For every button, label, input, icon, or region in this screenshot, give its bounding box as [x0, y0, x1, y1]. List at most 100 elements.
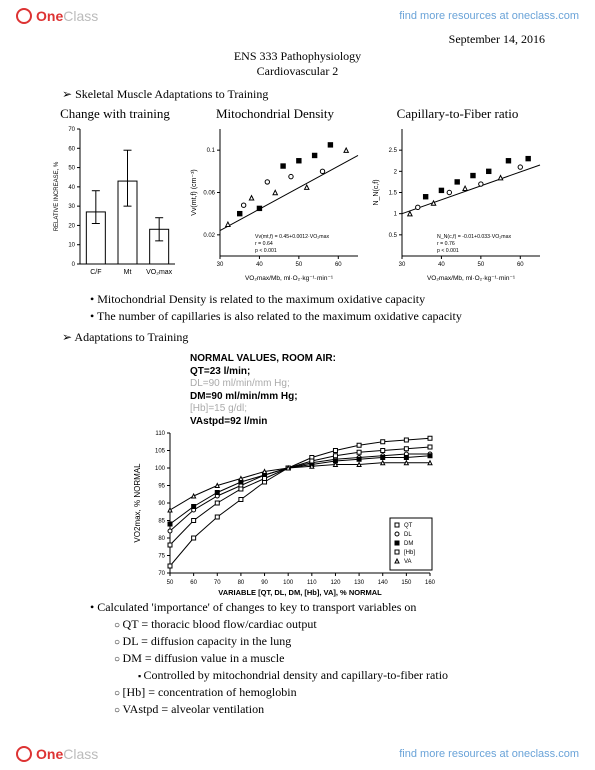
bullet: QT = thoracic blood flow/cardiac output — [114, 617, 545, 632]
line-chart: 5060708090100110120130140150160707580859… — [130, 428, 490, 598]
svg-text:50: 50 — [68, 166, 75, 172]
svg-text:70: 70 — [214, 580, 221, 586]
logo-text: OneClass — [36, 8, 98, 24]
scatter-b-box: Mitochondrial Density 30 40 50 60 0.02 0.06 0.… — [188, 106, 363, 284]
svg-text:p < 0.001: p < 0.001 — [437, 248, 459, 254]
bar-chart: 0 10 20 30 40 50 60 70 RELATIVE INCREASE, % C/F Mt… — [50, 124, 180, 284]
svg-text:40: 40 — [256, 262, 263, 268]
bullet: VAstpd = alveolar ventilation — [114, 702, 545, 717]
svg-text:120: 120 — [330, 580, 341, 586]
svg-text:60: 60 — [517, 262, 524, 268]
svg-text:VO2max, % NORMAL: VO2max, % NORMAL — [133, 463, 142, 543]
svg-text:VA: VA — [404, 559, 412, 565]
bullet: DM = diffusion value in a muscle — [114, 651, 545, 666]
bullet: [Hb] = concentration of hemoglobin — [114, 685, 545, 700]
footer-bar: OneClass find more resources at oneclass… — [0, 738, 595, 770]
svg-text:80: 80 — [238, 580, 245, 586]
svg-text:0.06: 0.06 — [203, 191, 215, 197]
svg-text:DL: DL — [404, 532, 412, 538]
bullet: Controlled by mitochondrial density and … — [138, 668, 545, 683]
svg-text:DM: DM — [404, 541, 413, 547]
svg-text:30: 30 — [399, 262, 406, 268]
svg-text:VO₂max: VO₂max — [146, 269, 173, 276]
header-link[interactable]: find more resources at oneclass.com — [399, 10, 579, 22]
svg-text:0: 0 — [72, 262, 76, 268]
svg-text:90: 90 — [158, 501, 165, 507]
svg-text:p < 0.001: p < 0.001 — [255, 248, 277, 254]
scatter-c-box: Capillary-to-Fiber ratio 30 40 50 60 0.5 1 1.5… — [370, 106, 545, 284]
svg-text:VARIABLE [QT, DL, DM, [Hb], VA: VARIABLE [QT, DL, DM, [Hb], VA], % NORMA… — [218, 588, 382, 597]
svg-text:Vv(mt,f) (cm⁻³): Vv(mt,f) (cm⁻³) — [191, 169, 198, 215]
svg-text:70: 70 — [158, 571, 165, 577]
svg-text:20: 20 — [68, 223, 75, 229]
chart-row: Change with training 0 10 20 30 40 50 60 70 RELA… — [50, 106, 545, 284]
svg-text:80: 80 — [158, 536, 165, 542]
svg-text:60: 60 — [68, 146, 75, 152]
svg-text:C/F: C/F — [90, 269, 101, 276]
svg-text:110: 110 — [155, 431, 165, 437]
svg-text:VO₂max/Mb, ml·O₂·kg⁻¹·min⁻¹: VO₂max/Mb, ml·O₂·kg⁻¹·min⁻¹ — [427, 275, 516, 282]
svg-text:70: 70 — [68, 127, 75, 133]
svg-text:100: 100 — [155, 466, 166, 472]
svg-text:1: 1 — [394, 212, 398, 218]
section-heading: Skeletal Muscle Adaptations to Training — [62, 87, 545, 102]
content: Skeletal Muscle Adaptations to Training … — [0, 87, 595, 717]
logo-text: OneClass — [36, 746, 98, 762]
svg-text:10: 10 — [68, 243, 75, 249]
bullet: Calculated 'importance' of changes to ke… — [90, 600, 545, 615]
normal-title: NORMAL VALUES, ROOM AIR: — [190, 353, 545, 366]
bullet: Mitochondrial Density is related to the … — [90, 292, 545, 307]
svg-text:110: 110 — [307, 580, 317, 586]
scatter-chart-b: 30 40 50 60 0.02 0.06 0.1 Vv(mt,f) (cm⁻³) VO₂max… — [188, 124, 363, 284]
svg-text:0.5: 0.5 — [389, 233, 398, 239]
chart-title-a: Change with training — [50, 106, 180, 122]
svg-text:Mt: Mt — [124, 269, 132, 276]
logo-icon — [16, 746, 32, 762]
logo: OneClass — [16, 746, 98, 762]
svg-text:40: 40 — [438, 262, 445, 268]
bar-chart-box: Change with training 0 10 20 30 40 50 60 70 RELA… — [50, 106, 180, 284]
svg-text:QT: QT — [404, 523, 413, 529]
svg-text:2: 2 — [394, 169, 398, 175]
svg-text:140: 140 — [378, 580, 389, 586]
svg-text:90: 90 — [261, 580, 268, 586]
svg-text:95: 95 — [158, 484, 165, 490]
svg-text:50: 50 — [295, 262, 302, 268]
svg-text:50: 50 — [167, 580, 174, 586]
svg-text:[Hb]: [Hb] — [404, 550, 415, 556]
svg-text:105: 105 — [155, 449, 166, 455]
course-title: ENS 333 Pathophysiology — [0, 49, 595, 64]
header-bar: OneClass find more resources at oneclass… — [0, 0, 595, 32]
svg-text:40: 40 — [68, 185, 75, 191]
svg-text:0.1: 0.1 — [206, 148, 215, 154]
svg-text:RELATIVE INCREASE, %: RELATIVE INCREASE, % — [54, 161, 60, 231]
logo-icon — [16, 8, 32, 24]
svg-text:60: 60 — [334, 262, 341, 268]
svg-text:150: 150 — [401, 580, 412, 586]
svg-text:85: 85 — [158, 519, 165, 525]
svg-text:N_N(c,f) = -0.01+0.033·VO₂max: N_N(c,f) = -0.01+0.033·VO₂max — [437, 234, 511, 240]
svg-text:75: 75 — [158, 554, 165, 560]
normal-values: NORMAL VALUES, ROOM AIR: QT=23 l/min;DL=… — [190, 353, 545, 428]
svg-text:Vv(mt,f) = 0.45+0.0012·VO₂max: Vv(mt,f) = 0.45+0.0012·VO₂max — [255, 234, 330, 240]
bullet: The number of capillaries is also relate… — [90, 309, 545, 324]
svg-text:30: 30 — [68, 204, 75, 210]
svg-text:50: 50 — [478, 262, 485, 268]
scatter-chart-c: 30 40 50 60 0.5 1 1.5 2 2.5 N_N(c,f) VO₂max/Mb, ml… — [370, 124, 545, 284]
svg-text:0.02: 0.02 — [203, 233, 215, 239]
footer-link[interactable]: find more resources at oneclass.com — [399, 748, 579, 760]
chart-title-c: Capillary-to-Fiber ratio — [370, 106, 545, 122]
svg-text:60: 60 — [190, 580, 197, 586]
bullet: DL = diffusion capacity in the lung — [114, 634, 545, 649]
svg-text:r = 0.76: r = 0.76 — [437, 241, 455, 247]
svg-text:30: 30 — [216, 262, 223, 268]
section-heading: Adaptations to Training — [62, 330, 545, 345]
svg-text:VO₂max/Mb, ml·O₂·kg⁻¹·min⁻¹: VO₂max/Mb, ml·O₂·kg⁻¹·min⁻¹ — [244, 275, 333, 282]
svg-text:2.5: 2.5 — [389, 148, 398, 154]
svg-text:100: 100 — [283, 580, 294, 586]
date: September 14, 2016 — [0, 32, 595, 47]
svg-text:1.5: 1.5 — [389, 191, 398, 197]
title-block: ENS 333 Pathophysiology Cardiovascular 2 — [0, 49, 595, 79]
svg-text:N_N(c,f): N_N(c,f) — [373, 179, 380, 205]
chart-title-b: Mitochondrial Density — [188, 106, 363, 122]
